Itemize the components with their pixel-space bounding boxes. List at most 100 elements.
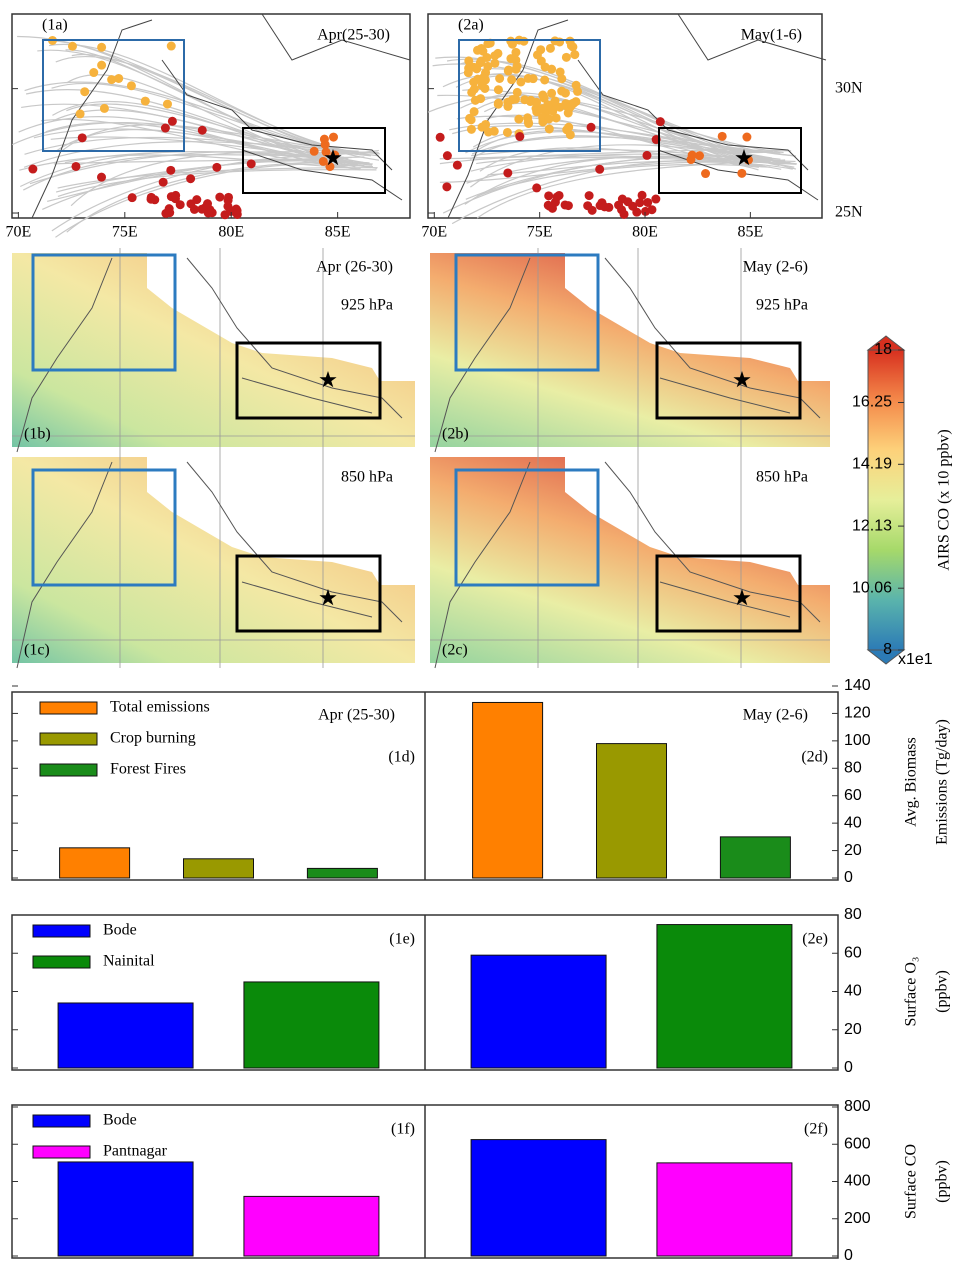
site-star [735,149,753,166]
fire-point [512,61,522,71]
fire-point [80,87,90,97]
fire-point [532,97,542,107]
level-label: 925 hPa [341,297,393,314]
fire-point [442,182,452,192]
target-box [235,341,382,420]
y-tick-label: 600 [844,1135,871,1152]
legend-swatch [39,701,98,715]
site-star [733,371,751,388]
panel-label: (2a) [458,17,484,34]
level-label: 850 hPa [341,469,393,486]
period-label: May (2-6) [743,707,808,724]
legend-label: Pantnagar [103,1143,168,1160]
fire-point [516,77,526,87]
fire-point [655,117,665,127]
fire-point [544,114,554,124]
fire-point [203,199,213,209]
fire-point [557,74,567,84]
fire-point [637,190,647,200]
x-tick-label: 75E [112,224,138,241]
target-box [655,554,802,633]
trajectory [24,81,380,161]
fire-point [467,87,477,97]
legend-label: Bode [103,922,137,939]
target-box [242,127,386,194]
fire-point [503,66,513,76]
legend-label: Forest Fires [110,761,186,778]
fire-point [586,122,596,132]
fire-point [158,177,168,187]
fire-point [515,132,525,142]
bar [470,954,607,1069]
y-axis-label: (ppbv) [934,1160,951,1203]
colorbar-arrow [866,335,906,351]
boundary [16,257,403,453]
legend-label: Nainital [103,953,155,970]
fire-point [569,98,579,108]
bar [57,1161,194,1257]
fire-point [465,113,475,123]
y-tick-label: 200 [844,1210,871,1227]
trajectory [29,151,357,185]
fire-point [528,74,538,84]
site-star [733,589,751,606]
fire-point [493,85,503,95]
fire-point [502,127,512,137]
fire-point [99,103,109,113]
y-tick-label: 20 [844,842,862,859]
fire-point [231,204,241,214]
x-tick-label: 85E [325,224,351,241]
fire-point [309,146,319,156]
bar [656,924,793,1069]
fire-point [717,131,727,141]
panel-label: (1f) [391,1121,415,1138]
panel-label: (2d) [801,749,828,766]
map-layer: (1a) Apr(25-30) 70E 75E 80E 85E (2a) May(1-6) 70… [5,13,863,241]
fire-point [212,162,222,172]
fire-point [483,127,493,137]
fire-point [192,195,202,205]
fire-point [161,208,171,218]
fire-point [687,150,697,160]
colorbar-tick-label: 14.19 [852,456,892,473]
y-tick-label: 60 [844,787,862,804]
source-box [31,468,177,587]
fire-point [564,122,574,132]
trajectory [471,136,797,157]
y-tick-label: 140 [844,677,871,694]
period-label: May (2-6) [743,259,808,276]
source-box [31,253,177,372]
colorbar [867,349,905,651]
panel-label: (1e) [389,931,415,948]
fire-point [595,164,605,174]
y-tick-label: 0 [844,869,853,886]
fire-point [469,107,479,117]
legend-swatch [39,732,98,746]
fire-point [325,162,335,172]
fire-point [561,52,571,62]
fire-point [127,193,137,203]
fire-point [162,99,172,109]
colorbar-tick-label: 18 [874,341,892,358]
bar [183,858,254,879]
fire-point [167,116,177,126]
fire-point [75,109,85,119]
fire-point [540,62,550,72]
fire-point [442,151,452,161]
fire-point [520,95,530,105]
fire-point [203,208,213,218]
y-tick-label: 0 [844,1059,853,1076]
colorbar-tick-label: 16.25 [852,394,892,411]
fire-point [584,191,594,201]
fire-point [600,202,610,212]
fire-point [632,207,642,217]
colorbar-tick-label: 8 [883,641,892,658]
fire-point [77,133,87,143]
y-tick-label: 120 [844,705,871,722]
period-label: Apr(25-30) [317,27,390,44]
fire-point [555,37,565,47]
y-axis-label: Emissions (Tg/day) [934,719,951,845]
fire-point [506,54,516,64]
fire-point [651,194,661,204]
